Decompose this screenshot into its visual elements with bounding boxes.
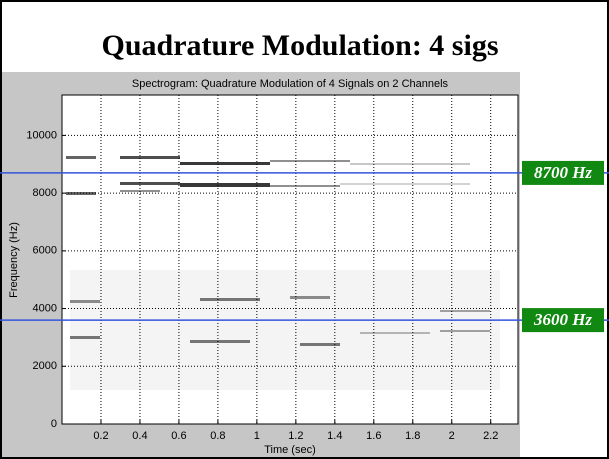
annotation-box (522, 160, 604, 185)
x-axis-label: Time (sec) (264, 444, 316, 456)
y-tick-label: 10000 (26, 129, 57, 141)
x-tick-label: 1.6 (366, 430, 381, 442)
y-tick-label: 8000 (33, 187, 57, 199)
x-tick-label: 2.2 (483, 430, 498, 442)
annotation-label: 3600 Hz (533, 310, 592, 329)
annotation-box (522, 308, 604, 333)
y-tick-label: 0 (51, 418, 57, 430)
x-tick-label: 0.2 (93, 430, 108, 442)
x-tick-label: 0.8 (210, 430, 225, 442)
annotation-label: 8700 Hz (534, 163, 592, 182)
y-tick-label: 6000 (33, 245, 57, 257)
x-tick-label: 2 (449, 430, 455, 442)
x-tick-label: 0.6 (171, 430, 186, 442)
x-tick-label: 0.4 (132, 430, 147, 442)
y-tick-label: 4000 (33, 302, 57, 314)
chart-title: Spectrogram: Quadrature Modulation of 4 … (132, 78, 449, 90)
x-tick-label: 1.2 (288, 430, 303, 442)
x-tick-label: 1 (254, 430, 260, 442)
plot-area (62, 95, 518, 424)
y-axis-label: Frequency (Hz) (8, 222, 20, 298)
slide-title: Quadrature Modulation: 4 sigs (102, 29, 499, 62)
x-tick-label: 1.4 (327, 430, 342, 442)
y-tick-label: 2000 (33, 360, 57, 372)
x-tick-label: 1.8 (405, 430, 420, 442)
